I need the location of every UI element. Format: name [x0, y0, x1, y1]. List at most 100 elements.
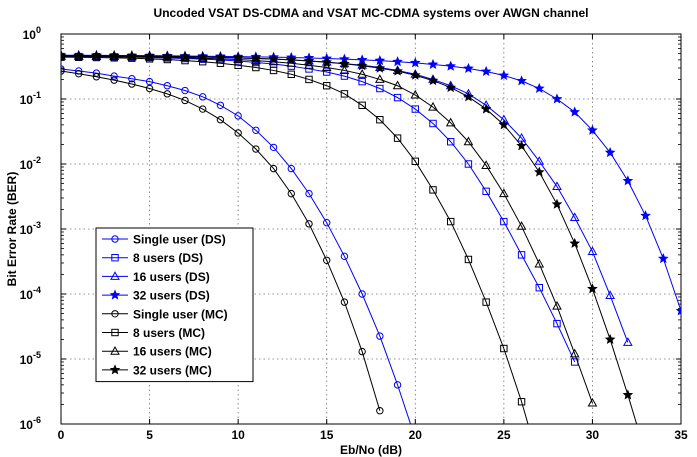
data-point	[393, 381, 402, 389]
data-point	[376, 84, 384, 93]
data-point	[285, 54, 297, 65]
x-tick-label: 15	[320, 428, 334, 442]
legend-entry: 16 users (MC)	[102, 345, 212, 359]
axes: 0 5 10 15 20 25 30 3510010-110-210-310-410-510-…	[20, 25, 688, 442]
x-tick-label: 30	[586, 428, 600, 442]
data-point	[517, 251, 526, 259]
data-point	[534, 156, 545, 165]
data-point	[321, 62, 332, 72]
series-4	[61, 67, 384, 415]
legend-entry: Single user (DS)	[102, 233, 226, 247]
data-point	[392, 56, 403, 67]
y-tick-exponent: 0	[36, 25, 41, 35]
data-point	[126, 50, 138, 61]
data-point	[392, 80, 403, 90]
data-point	[393, 93, 402, 102]
data-point	[357, 69, 367, 78]
y-tick-base: 10	[20, 288, 34, 302]
data-point	[91, 50, 102, 61]
data-point	[427, 75, 439, 86]
data-point	[587, 124, 598, 135]
data-point	[376, 332, 384, 340]
data-point	[321, 56, 333, 67]
data-point	[323, 82, 331, 90]
series-line	[61, 70, 381, 411]
data-point	[73, 50, 85, 61]
data-point	[340, 90, 349, 98]
data-point	[517, 398, 526, 406]
data-point	[161, 50, 173, 61]
data-point	[463, 91, 474, 102]
y-tick-base: 10	[20, 93, 34, 107]
legend-label: 32 users (MC)	[133, 363, 212, 377]
data-point	[533, 82, 545, 94]
data-point	[657, 253, 669, 264]
x-tick-label: 20	[409, 428, 423, 442]
y-tick-base: 10	[20, 353, 34, 367]
data-point	[605, 290, 615, 299]
data-point	[445, 117, 456, 127]
data-point	[516, 221, 527, 230]
data-point	[569, 212, 580, 222]
data-point	[376, 407, 384, 415]
legend-marker	[110, 345, 120, 355]
data-point	[604, 146, 616, 158]
data-point	[303, 55, 315, 66]
data-point	[463, 136, 474, 146]
data-point	[358, 77, 366, 86]
y-tick-base: 10	[20, 418, 34, 432]
data-point	[305, 75, 313, 84]
data-point	[551, 93, 563, 104]
legend-label: 32 users (DS)	[133, 289, 210, 303]
y-tick-exponent: -3	[33, 220, 41, 230]
data-point	[445, 60, 457, 71]
y-tick-base: 10	[20, 223, 34, 237]
data-point	[61, 50, 67, 61]
data-point	[411, 157, 419, 166]
data-point	[199, 105, 207, 113]
legend-label: 8 users (MC)	[133, 326, 205, 340]
data-point	[128, 75, 136, 83]
data-point	[480, 103, 492, 114]
data-point	[268, 53, 279, 64]
data-point	[305, 220, 313, 228]
y-tick-base: 10	[23, 28, 37, 42]
series-line	[61, 68, 412, 424]
data-point	[534, 258, 545, 268]
data-point	[269, 66, 278, 75]
legend-marker	[111, 254, 119, 262]
legend-label: 16 users (MC)	[133, 345, 212, 359]
legend-marker	[111, 235, 119, 243]
data-point	[675, 305, 681, 316]
data-point	[533, 166, 545, 177]
legend-marker	[109, 289, 121, 300]
legend: Single user (DS) 8 users (DS) 16 users (DS…	[95, 227, 254, 383]
data-point	[287, 189, 295, 198]
y-tick-exponent: -4	[33, 285, 41, 295]
data-point	[339, 58, 350, 69]
data-point	[163, 90, 171, 98]
x-axis-label: Eb/No (dB)	[340, 443, 402, 457]
data-point	[269, 143, 278, 152]
y-axis-label: Bit Error Rate (BER)	[5, 172, 19, 287]
data-point	[445, 81, 457, 93]
data-point	[516, 140, 527, 151]
data-point	[482, 187, 490, 196]
legend-marker	[110, 271, 120, 280]
data-point	[569, 106, 581, 117]
data-point	[622, 389, 634, 400]
data-point	[409, 69, 421, 80]
data-point	[356, 60, 368, 71]
data-point	[287, 164, 295, 173]
data-point	[340, 252, 349, 261]
data-point	[429, 186, 437, 194]
data-point	[304, 60, 314, 69]
data-point	[252, 63, 260, 72]
data-point	[215, 51, 226, 62]
y-tick-label: 100	[23, 25, 41, 42]
data-point	[144, 50, 155, 61]
data-point	[374, 62, 386, 73]
data-point	[216, 101, 225, 109]
data-point	[427, 58, 439, 69]
legend-box	[95, 227, 254, 383]
